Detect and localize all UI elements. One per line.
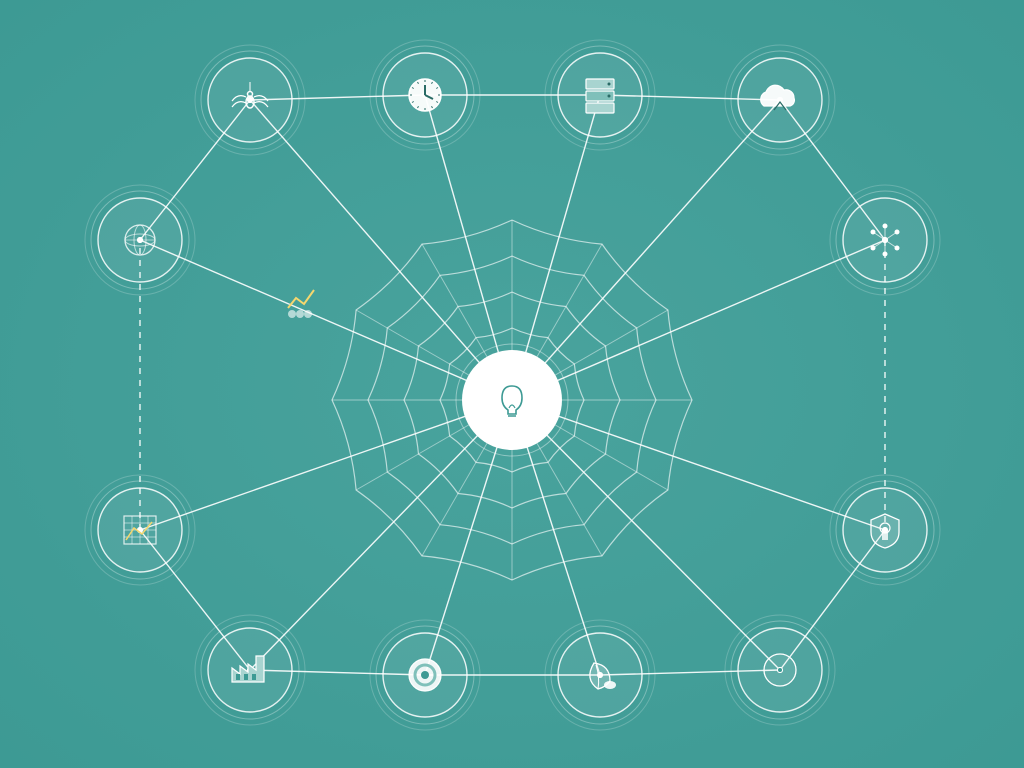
compass-icon [764, 654, 796, 686]
network-diagram [0, 0, 1024, 768]
clock-icon [409, 79, 441, 111]
shield-icon [871, 514, 899, 548]
target-icon [409, 659, 441, 691]
server-icon [586, 79, 614, 113]
